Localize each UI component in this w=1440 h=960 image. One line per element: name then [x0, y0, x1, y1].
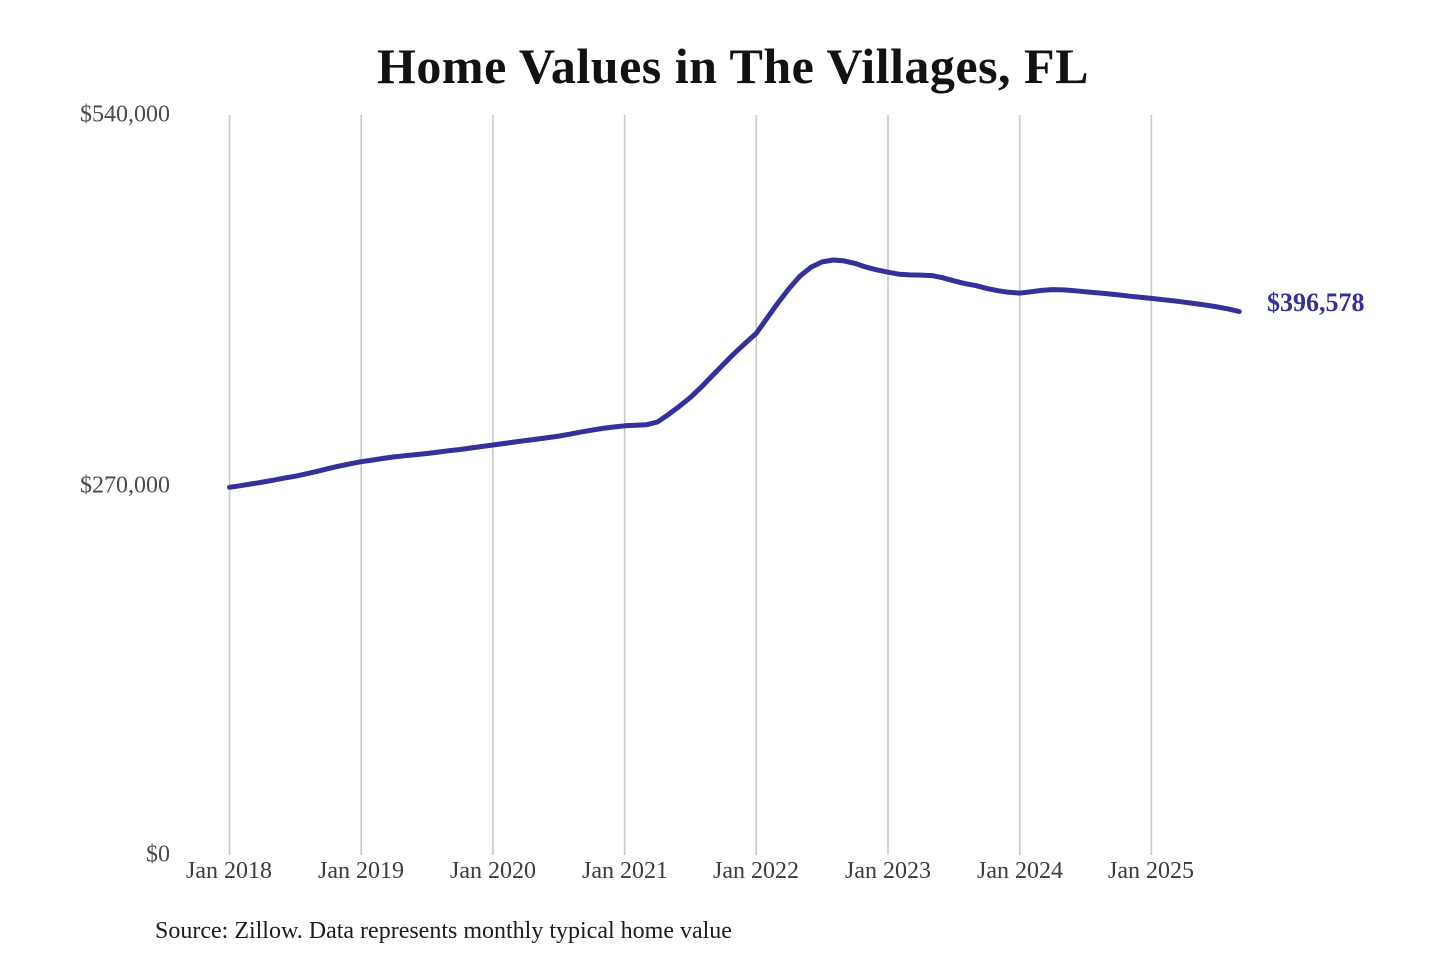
- x-axis-tick-jan-2022: Jan 2022: [713, 858, 799, 884]
- y-axis-tick-0: $0: [146, 841, 170, 868]
- y-axis-tick-540000: $540,000: [80, 101, 170, 128]
- x-axis-tick-jan-2025: Jan 2025: [1108, 858, 1194, 884]
- home-value-series-line: [227, 257, 1242, 490]
- y-axis-tick-270000: $270,000: [80, 472, 170, 499]
- x-axis-tick-jan-2021: Jan 2021: [582, 858, 668, 884]
- x-axis-tick-jan-2023: Jan 2023: [845, 858, 931, 884]
- x-axis-tick-jan-2020: Jan 2020: [450, 858, 536, 884]
- x-axis-tick-jan-2019: Jan 2019: [318, 858, 404, 884]
- x-axis-tick-jan-2018: Jan 2018: [186, 858, 272, 884]
- current-value-label: $396,578: [1267, 288, 1365, 317]
- chart-title: Home Values in The Villages, FL: [377, 38, 1089, 94]
- x-axis-tick-jan-2024: Jan 2024: [977, 858, 1063, 884]
- source-note: Source: Zillow. Data represents monthly …: [155, 918, 732, 944]
